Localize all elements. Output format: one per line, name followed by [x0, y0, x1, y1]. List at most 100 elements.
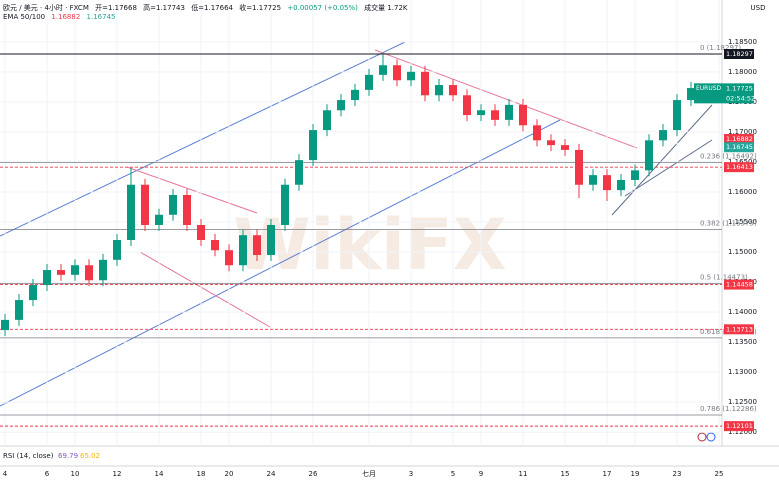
- candle-body: [519, 104, 527, 126]
- current-price: 1.17725: [726, 84, 753, 92]
- candle-body: [561, 145, 569, 150]
- candle-body: [141, 184, 149, 225]
- fib-label: 0.786 (1.12286): [700, 405, 757, 413]
- price-label: 1.14458: [726, 281, 753, 289]
- candle-body: [197, 224, 205, 241]
- candle-body: [351, 89, 359, 101]
- x-tick-label: 25: [715, 470, 724, 478]
- candle-body: [29, 285, 37, 301]
- candle-body: [575, 149, 583, 185]
- candle-body: [253, 235, 261, 256]
- candle-body: [127, 184, 135, 241]
- x-tick-label: 4: [3, 470, 8, 478]
- x-tick-label: 12: [113, 470, 122, 478]
- x-tick-label: 18: [197, 470, 206, 478]
- x-tick-label: 5: [451, 470, 455, 478]
- header: 欧元 / 美元 · 4小时 · FXCM 开=1.17668 高=1.17743…: [3, 3, 412, 13]
- candle-body: [15, 300, 23, 320]
- candle-body: [57, 270, 65, 275]
- change: +0.00057 (+0.05%): [287, 4, 358, 12]
- candle-body: [239, 235, 247, 266]
- x-tick-label: 20: [225, 470, 234, 478]
- x-tick-label: 七月: [362, 469, 376, 478]
- candle-body: [617, 179, 625, 191]
- fib-label: 0.5 (1.14473): [700, 274, 748, 282]
- currency: USD: [751, 4, 766, 12]
- trend-line: [611, 104, 713, 216]
- candle-body: [603, 175, 611, 191]
- candle-body: [435, 85, 443, 96]
- y-tick-label: 1.18000: [728, 68, 757, 76]
- x-tick-label: 6: [45, 470, 50, 478]
- candle-body: [169, 194, 177, 215]
- trend-line: [139, 251, 271, 328]
- candle-body: [281, 184, 289, 225]
- x-tick-label: 19: [631, 470, 640, 478]
- y-tick-label: 1.16000: [728, 188, 757, 196]
- x-tick-label: 23: [673, 470, 682, 478]
- candle-body: [71, 265, 79, 275]
- ohlc-open: 开=1.17668: [95, 4, 137, 12]
- x-tick-label: 11: [519, 470, 528, 478]
- x-tick-label: 10: [71, 470, 80, 478]
- candle-body: [113, 240, 121, 260]
- candle-body: [155, 214, 163, 225]
- price-label-box: [724, 421, 754, 432]
- price-label: 1.12101: [726, 422, 753, 430]
- rsi-label: RSI (14, close): [3, 452, 54, 460]
- candle-body: [421, 71, 429, 96]
- ema-box-label: 1.16745: [726, 143, 753, 151]
- candle-body: [267, 224, 275, 256]
- candle-body: [673, 100, 681, 131]
- candle-body: [659, 130, 667, 141]
- candle-body: [393, 65, 401, 81]
- y-tick-label: 1.18500: [728, 38, 757, 46]
- candle-body: [449, 85, 457, 96]
- x-tick-label: 9: [479, 470, 483, 478]
- channel-line: [0, 119, 561, 407]
- y-tick-label: 1.13500: [728, 338, 757, 346]
- candle-body: [687, 88, 695, 101]
- ema-label: EMA 50/100: [3, 13, 46, 21]
- candle-body: [99, 259, 107, 281]
- candle-body: [645, 140, 653, 171]
- trend-line: [374, 49, 638, 149]
- x-tick-label: 17: [603, 470, 612, 478]
- candle-body: [631, 170, 639, 180]
- ema-value: 1.16745: [86, 13, 116, 21]
- ema-box-label: 1.16882: [726, 135, 753, 143]
- ema-legend: EMA 50/100 1.16882 1.16745: [3, 13, 119, 21]
- ohlc-low: 低=1.17664: [191, 4, 233, 12]
- candle-body: [407, 71, 415, 81]
- candle-body: [225, 250, 233, 266]
- y-tick-label: 1.16500: [728, 158, 757, 166]
- candle-body: [183, 194, 191, 225]
- candle-body: [323, 110, 331, 131]
- y-tick-label: 1.15500: [728, 218, 757, 226]
- price-label-box: [724, 162, 754, 173]
- candle-body: [589, 175, 597, 185]
- price-label: 1.18297: [726, 50, 753, 58]
- candle-body: [533, 125, 541, 141]
- current-price-box: [694, 83, 754, 104]
- y-tick-label: 1.13000: [728, 368, 757, 376]
- fib-label: 0 (1.18297): [700, 44, 741, 52]
- candle-body: [365, 74, 373, 90]
- y-tick-label: 1.12000: [728, 428, 757, 436]
- x-tick-label: 14: [155, 470, 164, 478]
- ohlc-high: 高=1.17743: [143, 4, 185, 12]
- fib-label: 0.236 (1.16492): [700, 152, 757, 160]
- candle-body: [211, 240, 219, 251]
- x-tick-label: 15: [561, 470, 570, 478]
- x-tick-label: 26: [309, 470, 318, 478]
- rsi-signal: 65.02: [80, 452, 100, 460]
- countdown: 02:54:52: [726, 94, 755, 102]
- trend-line: [126, 166, 258, 214]
- price-label: 1.16413: [726, 163, 753, 171]
- fib-label: 0.382 (1.15375): [700, 219, 757, 227]
- drawings: [0, 41, 713, 407]
- y-tick-label: 1.17000: [728, 128, 757, 136]
- candle-body: [43, 270, 51, 286]
